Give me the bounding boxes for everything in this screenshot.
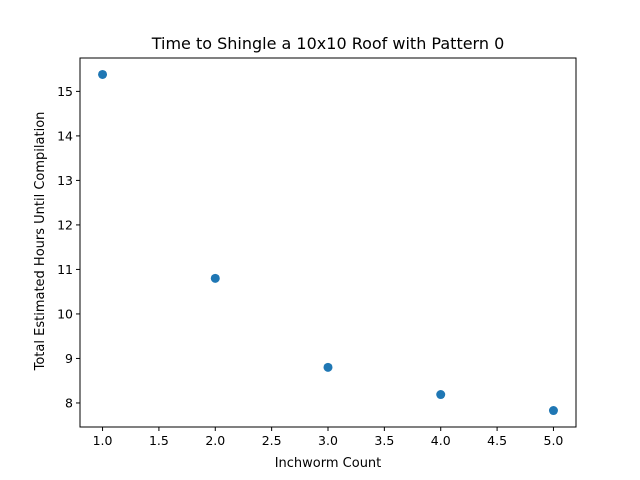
y-axis: 8 9 10 11 12 13 14 15 bbox=[57, 84, 80, 410]
x-tick-label: 2.0 bbox=[205, 433, 225, 448]
x-tick-label: 4.5 bbox=[487, 433, 507, 448]
y-tick-label: 15 bbox=[57, 84, 73, 99]
y-tick-label: 9 bbox=[65, 351, 73, 366]
y-tick-label: 14 bbox=[57, 128, 73, 143]
x-tick-label: 5.0 bbox=[544, 433, 564, 448]
chart-title: Time to Shingle a 10x10 Roof with Patter… bbox=[151, 34, 505, 53]
data-point bbox=[210, 273, 220, 283]
x-tick-label: 3.5 bbox=[374, 433, 394, 448]
x-tick-label: 1.5 bbox=[149, 433, 169, 448]
y-tick-label: 13 bbox=[57, 173, 73, 188]
data-point bbox=[98, 69, 108, 79]
y-tick-label: 10 bbox=[57, 306, 73, 321]
x-tick-label: 2.5 bbox=[262, 433, 282, 448]
data-points bbox=[98, 69, 558, 416]
x-axis: 1.0 1.5 2.0 2.5 3.0 3.5 4.0 4.5 5.0 bbox=[93, 427, 564, 448]
data-point bbox=[323, 362, 333, 372]
y-axis-label: Total Estimated Hours Until Compilation bbox=[33, 112, 48, 372]
x-tick-label: 3.0 bbox=[318, 433, 338, 448]
y-tick-label: 11 bbox=[57, 262, 73, 277]
x-tick-label: 4.0 bbox=[431, 433, 451, 448]
data-point bbox=[436, 390, 446, 400]
y-tick-label: 12 bbox=[57, 217, 73, 232]
x-tick-label: 1.0 bbox=[93, 433, 113, 448]
y-tick-label: 8 bbox=[65, 395, 73, 410]
data-point bbox=[548, 406, 558, 416]
x-axis-label: Inchworm Count bbox=[275, 456, 382, 471]
